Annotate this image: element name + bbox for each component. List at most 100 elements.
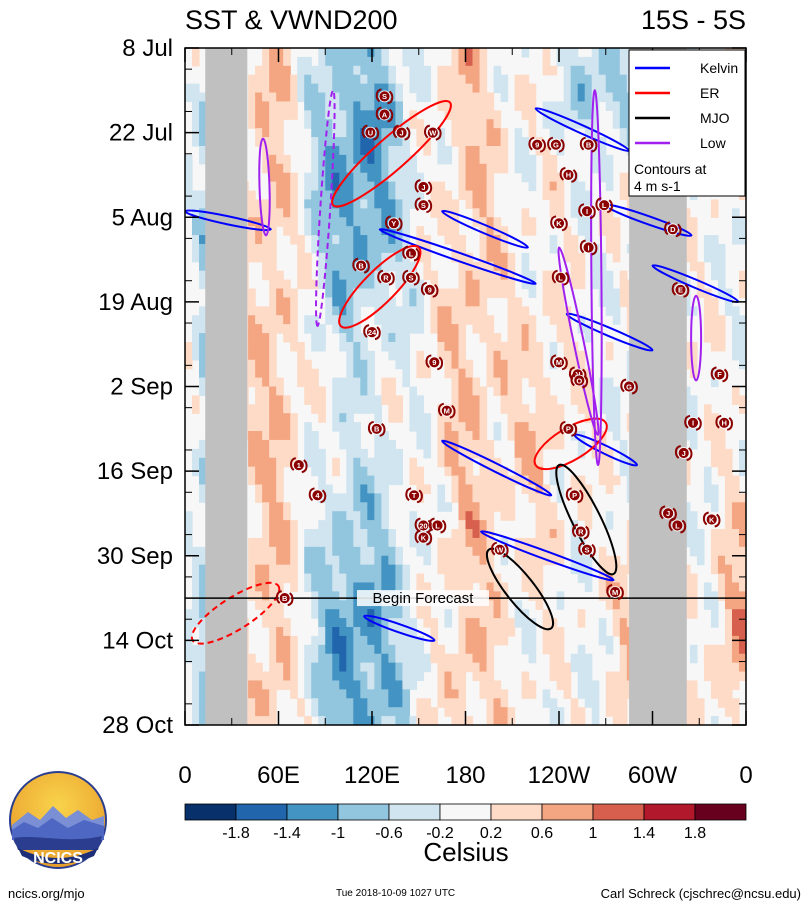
sst-cell: [416, 226, 425, 236]
sst-cell: [486, 217, 495, 227]
sst-cell: [570, 698, 579, 708]
sst-cell: [304, 716, 312, 725]
sst-cell: [388, 573, 396, 584]
sst-cell: [388, 119, 396, 129]
sst-cell: [353, 395, 361, 405]
sst-cell: [542, 493, 551, 503]
storm-marker: R: [572, 523, 590, 540]
sst-cell: [318, 270, 326, 281]
sst-cell: [472, 128, 481, 138]
sst-cell: [269, 431, 277, 441]
sst-cell: [325, 716, 333, 725]
sst-cell: [528, 154, 537, 165]
sst-cell: [731, 306, 740, 316]
sst-cell: [437, 537, 446, 548]
sst-cell: [367, 609, 375, 619]
sst-cell: [619, 635, 628, 646]
sst-cell: [577, 671, 586, 682]
sst-cell: [353, 217, 361, 227]
sst-cell: [451, 573, 460, 584]
sst-cell: [451, 564, 460, 575]
sst-cell: [738, 341, 746, 352]
sst-cell: [353, 190, 361, 201]
sst-cell: [360, 555, 368, 566]
sst-cell: [521, 208, 530, 218]
sst-cell: [430, 270, 439, 281]
sst-cell: [472, 537, 481, 548]
sst-cell: [346, 359, 354, 370]
sst-cell: [416, 698, 425, 708]
sst-cell: [304, 190, 312, 201]
sst-cell: [283, 154, 291, 165]
sst-cell: [458, 243, 467, 254]
sst-cell: [402, 137, 410, 147]
sst-cell: [269, 564, 277, 575]
sst-cell: [255, 137, 263, 147]
sst-cell: [269, 137, 277, 147]
sst-cell: [360, 582, 368, 592]
sst-cell: [472, 315, 481, 325]
sst-cell: [507, 350, 516, 361]
sst-cell: [269, 448, 277, 459]
sst-cell: [444, 671, 453, 682]
sst-cell: [332, 386, 340, 397]
sst-cell: [360, 448, 368, 459]
sst-cell: [472, 288, 481, 299]
sst-cell: [493, 680, 502, 690]
sst-cell: [374, 653, 382, 664]
sst-cell: [332, 172, 340, 183]
sst-cell: [689, 511, 698, 521]
sst-cell: [283, 395, 291, 405]
sst-cell: [472, 119, 481, 129]
sst-cell: [304, 172, 312, 183]
sst-cell: [458, 128, 467, 138]
sst-cell: [311, 137, 319, 147]
sst-cell: [367, 217, 375, 227]
sst-cell: [549, 235, 558, 245]
sst-cell: [437, 208, 446, 218]
sst-cell: [605, 306, 614, 316]
sst-cell: [493, 431, 502, 441]
sst-cell: [717, 698, 726, 708]
sst-cell: [367, 101, 375, 111]
sst-cell: [521, 48, 530, 58]
sst-cell: [479, 208, 488, 218]
storm-label: B: [374, 425, 380, 434]
sst-cell: [738, 582, 746, 592]
sst-cell: [472, 555, 481, 566]
sst-cell: [437, 226, 446, 236]
sst-cell: [528, 172, 537, 183]
ytick-label: 16 Sep: [97, 458, 173, 485]
sst-cell: [367, 56, 375, 67]
sst-cell: [374, 65, 382, 76]
sst-cell: [311, 83, 319, 94]
sst-cell: [346, 422, 354, 432]
sst-cell: [437, 217, 446, 227]
sst-cell: [290, 333, 298, 343]
sst-cell: [451, 83, 460, 94]
sst-cell: [570, 243, 579, 254]
sst-cell: [521, 582, 530, 592]
sst-cell: [360, 609, 368, 619]
sst-cell: [381, 635, 389, 646]
sst-cell: [542, 404, 551, 414]
sst-cell: [458, 341, 467, 352]
sst-cell: [437, 145, 446, 156]
footer-url[interactable]: ncics.org/mjo: [8, 886, 85, 901]
sst-cell: [332, 493, 340, 503]
sst-cell: [304, 119, 312, 129]
sst-cell: [556, 128, 565, 138]
sst-cell: [437, 431, 446, 441]
sst-cell: [311, 564, 319, 575]
sst-cell: [353, 145, 361, 156]
sst-cell: [346, 439, 354, 450]
sst-cell: [276, 618, 284, 628]
sst-cell: [255, 662, 263, 673]
sst-cell: [528, 270, 537, 281]
sst-cell: [325, 707, 333, 717]
sst-cell: [731, 324, 740, 334]
sst-cell: [353, 484, 361, 494]
sst-cell: [185, 529, 193, 539]
sst-cell: [528, 110, 537, 120]
sst-cell: [493, 698, 502, 708]
